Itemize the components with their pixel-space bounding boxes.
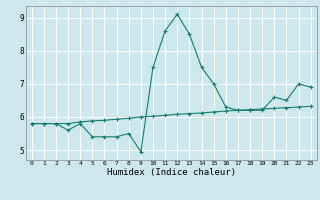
- X-axis label: Humidex (Indice chaleur): Humidex (Indice chaleur): [107, 168, 236, 177]
